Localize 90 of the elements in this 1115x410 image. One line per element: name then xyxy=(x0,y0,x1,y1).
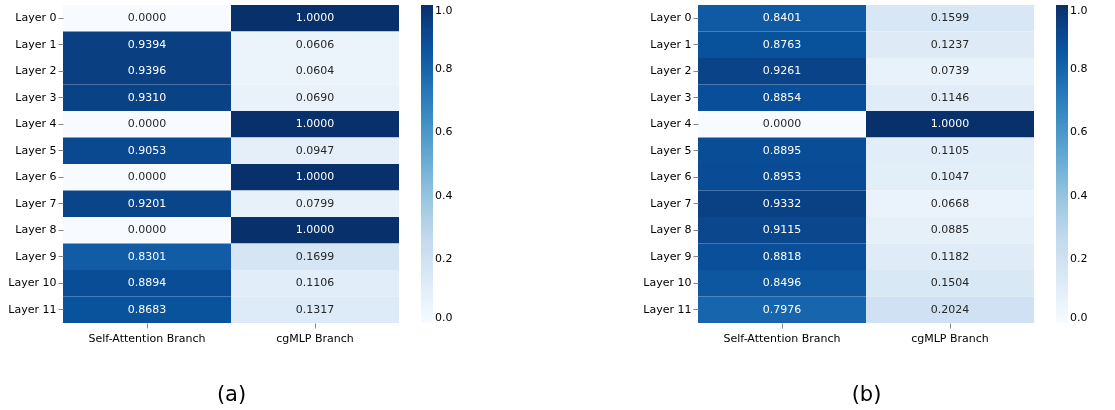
data-label: 0.9201 xyxy=(127,196,167,210)
data-label: 0.8763 xyxy=(762,37,802,51)
data-label: 0.1106 xyxy=(295,276,335,290)
data-label: 0.1105 xyxy=(930,143,970,157)
data-label: 0.8894 xyxy=(127,276,167,290)
data-label: 0.9394 xyxy=(127,37,167,51)
data-label: 0.0668 xyxy=(930,196,970,210)
y-tick-label: Layer 8 xyxy=(650,223,692,237)
data-label: 0.0947 xyxy=(295,143,335,157)
color-bar-label: 0.8 xyxy=(1070,61,1088,75)
y-tick-label: Layer 5 xyxy=(15,143,57,157)
data-label: 0.1237 xyxy=(930,37,970,51)
data-label: 0.8854 xyxy=(762,90,802,104)
y-tick-label: Layer 8 xyxy=(15,223,57,237)
color-bar-label: 0.6 xyxy=(1070,125,1088,139)
data-label: 0.1047 xyxy=(930,170,970,184)
data-label: 0.9332 xyxy=(762,196,802,210)
data-label: 0.0000 xyxy=(127,223,167,237)
y-tick-label: Layer 6 xyxy=(15,170,57,184)
y-tick-label: Layer 4 xyxy=(15,117,57,131)
y-tick-label: Layer 11 xyxy=(8,302,57,316)
y-tick-label: Layer 3 xyxy=(650,90,692,104)
x-tick-label: Self-Attention Branch xyxy=(88,331,206,345)
y-tick-label: Layer 2 xyxy=(650,64,692,78)
color-bar-label: 0.4 xyxy=(1070,188,1088,202)
data-label: 0.0690 xyxy=(295,90,335,104)
y-tick-label: Layer 4 xyxy=(650,117,692,131)
data-label: 0.7976 xyxy=(762,302,802,316)
data-label: 0.8301 xyxy=(127,249,167,263)
data-label: 0.8401 xyxy=(762,11,802,25)
data-label: 0.1599 xyxy=(930,11,970,25)
y-tick-label: Layer 7 xyxy=(15,196,57,210)
data-label: 0.0000 xyxy=(127,11,167,25)
data-label: 0.0885 xyxy=(930,223,970,237)
data-label: 1.0000 xyxy=(295,117,335,131)
color-bar-label: 0.2 xyxy=(1070,252,1088,266)
color-bar-label: 0.6 xyxy=(435,125,453,139)
y-tick-label: Layer 2 xyxy=(15,64,57,78)
data-label: 0.2024 xyxy=(930,302,970,316)
data-label: 1.0000 xyxy=(295,11,335,25)
x-tick-label: cgMLP Branch xyxy=(911,331,989,345)
color-bar-label: 1.0 xyxy=(435,4,453,17)
data-label: 0.0604 xyxy=(295,64,335,78)
data-label: 0.1317 xyxy=(295,302,335,316)
y-tick-label: Layer 10 xyxy=(643,276,692,290)
data-label: 0.0000 xyxy=(127,170,167,184)
color-bar-label: 1.0 xyxy=(1070,4,1088,17)
data-label: 1.0000 xyxy=(930,117,970,131)
data-label: 0.9310 xyxy=(127,90,167,104)
data-label: 0.0000 xyxy=(762,117,802,131)
data-label: 0.8895 xyxy=(762,143,802,157)
data-label: 0.0799 xyxy=(295,196,335,210)
color-bar-label: 0.0 xyxy=(1070,311,1088,324)
y-tick-label: Layer 0 xyxy=(15,11,57,25)
x-axis-title: (a) xyxy=(216,381,247,406)
x-tick-label: cgMLP Branch xyxy=(276,331,354,345)
y-tick-label: Layer 11 xyxy=(643,302,692,316)
data-label: 0.8683 xyxy=(127,302,167,316)
y-tick-label: Layer 5 xyxy=(650,143,692,157)
x-tick-label: Self-Attention Branch xyxy=(723,331,841,345)
data-label: 0.1504 xyxy=(930,276,970,290)
data-label: 0.9396 xyxy=(127,64,167,78)
data-label: 0.1699 xyxy=(295,249,335,263)
color-bar-label: 0.2 xyxy=(435,252,453,266)
color-bar-label: 0.4 xyxy=(435,188,453,202)
color-bar-label: 0.8 xyxy=(435,61,453,75)
y-tick-label: Layer 3 xyxy=(15,90,57,104)
data-label: 0.0606 xyxy=(295,37,335,51)
color-bar-label: 0.0 xyxy=(435,311,453,324)
data-label: 0.8818 xyxy=(762,249,802,263)
x-axis-title: (b) xyxy=(851,381,882,406)
y-tick-label: Layer 9 xyxy=(15,249,57,263)
data-label: 0.9261 xyxy=(762,64,802,78)
y-tick-label: Layer 0 xyxy=(650,11,692,25)
data-label: 0.9053 xyxy=(127,143,167,157)
data-label: 0.9115 xyxy=(762,223,802,237)
data-label: 1.0000 xyxy=(295,223,335,237)
y-tick-label: Layer 7 xyxy=(650,196,692,210)
y-tick-label: Layer 1 xyxy=(650,37,692,51)
data-label: 0.8496 xyxy=(762,276,802,290)
data-label: 0.0739 xyxy=(930,64,970,78)
data-label: 0.1146 xyxy=(930,90,970,104)
data-label: 0.8953 xyxy=(762,170,802,184)
data-label: 0.0000 xyxy=(127,117,167,131)
data-label: 0.1182 xyxy=(930,249,970,263)
data-label: 1.0000 xyxy=(295,170,335,184)
y-tick-label: Layer 10 xyxy=(8,276,57,290)
y-tick-label: Layer 6 xyxy=(650,170,692,184)
y-tick-label: Layer 1 xyxy=(15,37,57,51)
y-tick-label: Layer 9 xyxy=(650,249,692,263)
